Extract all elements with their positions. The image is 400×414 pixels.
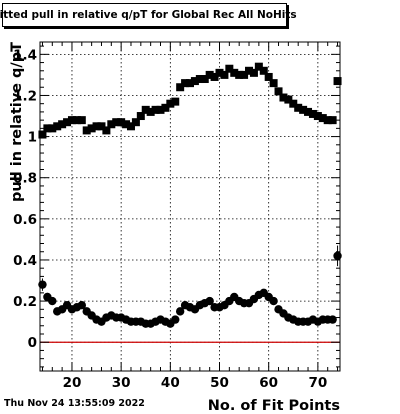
data-point-square (264, 72, 273, 81)
data-point-circle (171, 315, 180, 324)
data-point-square (67, 116, 76, 125)
data-point-square (122, 120, 131, 129)
data-point-square (284, 95, 293, 104)
data-point-square (245, 66, 254, 75)
data-point-square (166, 99, 175, 108)
y-tick-label: 1.4 (13, 47, 37, 63)
x-tick-label: 70 (308, 375, 327, 391)
data-point-square (141, 105, 150, 114)
x-tick-label: 40 (161, 375, 180, 391)
data-point-square (313, 112, 322, 121)
data-point-square (289, 99, 298, 108)
data-point-square (161, 103, 170, 112)
data-point-square (215, 68, 224, 77)
data-point-square (274, 87, 283, 96)
data-point-square (210, 72, 219, 81)
data-point-square (200, 75, 209, 84)
data-point-square (254, 62, 263, 71)
y-axis-label: pull in relative q/pT (9, 42, 25, 202)
data-point-square (230, 68, 239, 77)
data-point-square (156, 105, 165, 114)
data-point-square (63, 118, 72, 127)
x-tick-label: 30 (112, 375, 131, 391)
data-point-square (58, 120, 67, 129)
grid-layer (40, 42, 340, 371)
data-point-square (131, 118, 140, 127)
data-point-circle (77, 301, 87, 310)
points-layer (38, 62, 342, 328)
data-point-square (190, 77, 199, 86)
data-point-square (117, 118, 126, 127)
x-axis-label: No. of Fit Points (208, 398, 340, 414)
data-point-square (102, 126, 111, 135)
y-tick-label: 0.4 (13, 253, 37, 269)
footer-timestamp: Thu Nov 24 13:55:09 2022 (4, 398, 145, 409)
data-point-square (53, 122, 62, 131)
chart-title-box: Fitted pull in relative q/pT for Global … (0, 3, 297, 27)
data-point-square (323, 116, 332, 125)
data-point-square (77, 116, 86, 125)
data-point-square (328, 116, 337, 125)
data-point-square (146, 107, 155, 116)
data-point-square (82, 126, 91, 135)
data-point-circle (269, 296, 278, 306)
data-point-square (126, 122, 135, 131)
data-point-square (318, 114, 327, 123)
data-point-square (112, 118, 121, 127)
data-point-square (171, 97, 180, 106)
labels-layer: 20 30 40 50 60 70 0 0.2 0.4 0.6 0.8 1 1.2 1.4 (13, 47, 327, 391)
data-point-square (48, 124, 57, 133)
data-point-square (294, 103, 303, 112)
x-tick-label: 50 (210, 375, 229, 391)
data-point-square (181, 79, 190, 88)
y-tick-label: 0.8 (13, 171, 37, 187)
y-tick-label: 1 (28, 130, 37, 146)
data-point-square (235, 70, 244, 79)
data-point-square (195, 75, 204, 84)
data-point-square (87, 124, 96, 133)
data-point-square (269, 79, 278, 88)
x-tick-label: 20 (63, 375, 82, 391)
data-point-square (308, 109, 317, 118)
data-point-circle (48, 296, 57, 306)
data-point-circle (205, 296, 214, 306)
data-point-square (249, 68, 258, 77)
data-point-square (186, 79, 194, 88)
data-point-square (299, 105, 308, 114)
data-point-square (43, 124, 52, 133)
y-tick-label: 0 (28, 335, 37, 351)
y-tick-label: 0.6 (13, 212, 37, 228)
data-point-square (107, 120, 116, 129)
data-point-square (220, 70, 229, 79)
y-tick-label: 1.2 (13, 88, 37, 104)
data-point-square (97, 122, 106, 131)
ticks-layer (40, 42, 340, 371)
data-point-square (225, 64, 234, 73)
data-point-square (151, 105, 160, 114)
data-point-square (333, 77, 342, 86)
y-tick-label: 0.2 (13, 294, 37, 310)
chart-title: Fitted pull in relative q/pT for Global … (0, 9, 297, 21)
data-point-square (72, 116, 81, 125)
data-point-square (136, 112, 145, 121)
data-point-square (38, 130, 47, 139)
x-tick-label: 60 (259, 375, 278, 391)
data-point-circle (328, 315, 337, 324)
data-point-circle (175, 307, 185, 316)
data-point-square (279, 93, 288, 102)
data-point-square (304, 107, 313, 116)
data-point-square (176, 83, 185, 92)
data-point-square (205, 70, 214, 79)
data-point-square (259, 66, 268, 75)
data-point-square (92, 122, 101, 131)
data-point-square (240, 70, 249, 79)
